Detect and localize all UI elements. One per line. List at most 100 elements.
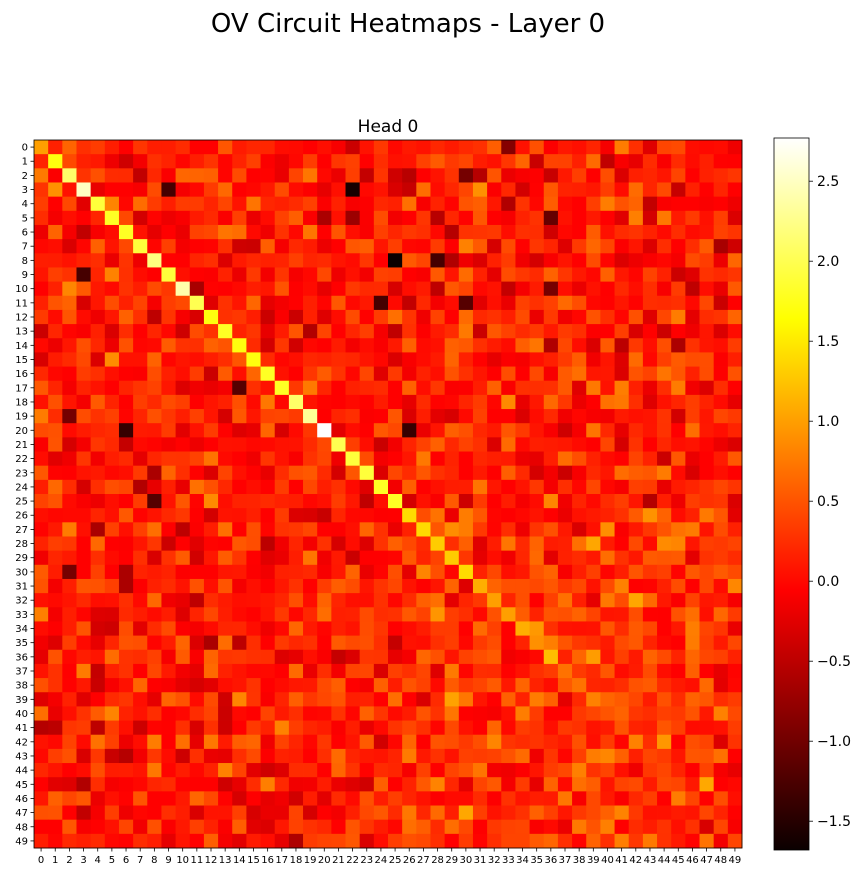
heatmap-cell [62, 451, 77, 467]
heatmap-cell [189, 196, 205, 212]
heatmap-cell [76, 352, 92, 367]
heatmap-cell [572, 479, 587, 495]
heatmap-cell [218, 663, 233, 679]
heatmap-cell [232, 267, 247, 282]
heatmap-cell [557, 607, 573, 622]
heatmap-cell [444, 593, 460, 608]
heatmap-cell [713, 494, 729, 509]
heatmap-cell [628, 692, 644, 707]
heatmap-cell [642, 295, 658, 311]
heatmap-cell [487, 394, 502, 410]
heatmap-cell [727, 663, 743, 679]
heatmap-cell [34, 692, 49, 707]
heatmap-cell [472, 508, 488, 523]
heatmap-cell [642, 678, 658, 693]
heatmap-cell [373, 692, 389, 707]
heatmap-cell [600, 140, 615, 155]
heatmap-cell [685, 366, 700, 382]
heatmap-cell [345, 366, 361, 382]
heatmap-frame [33, 139, 743, 849]
heatmap-cell [444, 692, 460, 707]
heatmap-cell [430, 564, 446, 580]
heatmap-cell [232, 508, 247, 523]
heatmap-cell [104, 663, 120, 679]
heatmap-cell [529, 536, 545, 552]
heatmap-cell [34, 239, 49, 254]
heatmap-cell [118, 734, 134, 750]
heatmap-cell [118, 494, 134, 509]
heatmap-cell [557, 833, 573, 849]
heatmap-cell [472, 451, 488, 467]
heatmap-cell [430, 140, 446, 155]
heatmap-cell [104, 649, 120, 665]
heatmap-cell [232, 324, 247, 339]
heatmap-cell [713, 267, 729, 282]
heatmap-cell [118, 409, 134, 424]
heatmap-cell [34, 706, 49, 721]
heatmap-cell [416, 564, 431, 580]
heatmap-cell [288, 154, 304, 169]
x-tick-label: 30 [460, 855, 473, 866]
heatmap-cell [118, 508, 134, 523]
heatmap-cell [458, 309, 474, 325]
heatmap-cell [331, 366, 346, 382]
heatmap-cell [586, 281, 601, 297]
heatmap-cell [557, 168, 573, 183]
heatmap-cell [303, 635, 318, 651]
x-tick-label: 26 [403, 855, 416, 866]
heatmap-cell [147, 649, 162, 665]
heatmap-cell [345, 380, 361, 396]
heatmap-cell [586, 253, 601, 268]
heatmap-cell [642, 734, 658, 750]
heatmap-cell [628, 465, 644, 481]
heatmap-cell [600, 394, 615, 410]
heatmap-cell [572, 423, 587, 438]
heatmap-cell [487, 338, 502, 353]
heatmap-cell [699, 833, 715, 849]
heatmap-cell [671, 819, 686, 835]
heatmap-cell [359, 522, 375, 537]
heatmap-cell [317, 352, 332, 367]
heatmap-cell [685, 635, 700, 651]
heatmap-cell [586, 309, 601, 325]
heatmap-cell [189, 295, 205, 311]
heatmap-cell [189, 423, 205, 438]
heatmap-cell [600, 593, 615, 608]
heatmap-cell [161, 479, 176, 495]
heatmap-cell [288, 224, 304, 240]
heatmap-cell [118, 678, 134, 693]
heatmap-cell [713, 522, 729, 537]
heatmap-cell [628, 607, 644, 622]
heatmap-cell [175, 210, 191, 226]
heatmap-cell [628, 366, 644, 382]
heatmap-cell [288, 168, 304, 183]
heatmap-cell [288, 423, 304, 438]
heatmap-cell [416, 140, 431, 155]
heatmap-cell [147, 635, 162, 651]
heatmap-cell [175, 324, 191, 339]
heatmap-cell [458, 394, 474, 410]
heatmap-cell [557, 182, 573, 198]
heatmap-cell [90, 253, 106, 268]
heatmap-cell [699, 635, 715, 651]
heatmap-cell [246, 239, 261, 254]
heatmap-cell [76, 791, 92, 806]
heatmap-cell [232, 352, 247, 367]
heatmap-cell [331, 635, 346, 651]
heatmap-cell [472, 394, 488, 410]
heatmap-cell [274, 154, 290, 169]
heatmap-cell [48, 494, 63, 509]
heatmap-cell [133, 154, 148, 169]
heatmap-cell [317, 394, 332, 410]
heatmap-cell [218, 508, 233, 523]
heatmap-cell [572, 324, 587, 339]
heatmap-cell [388, 819, 403, 835]
heatmap-cell [118, 224, 134, 240]
heatmap-cell [203, 309, 219, 325]
heatmap-cell [189, 267, 205, 282]
heatmap-cell [331, 352, 346, 367]
heatmap-cell [317, 593, 332, 608]
heatmap-cell [104, 267, 120, 282]
heatmap-cell [515, 437, 530, 452]
heatmap-cell [430, 366, 446, 382]
